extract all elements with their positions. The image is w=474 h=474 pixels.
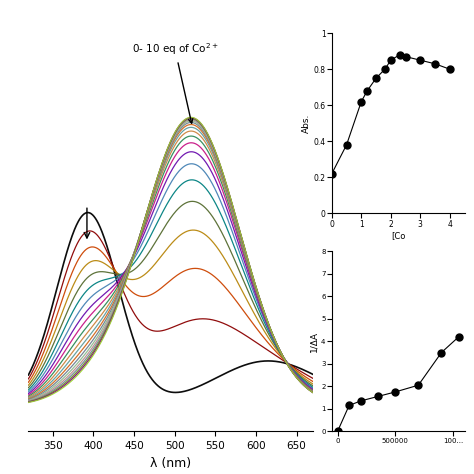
Text: 0- 10 eq of Co$^{2+}$: 0- 10 eq of Co$^{2+}$ bbox=[132, 42, 219, 123]
Y-axis label: Abs.: Abs. bbox=[301, 114, 310, 133]
X-axis label: [Co: [Co bbox=[391, 231, 405, 240]
X-axis label: λ (nm): λ (nm) bbox=[150, 456, 191, 470]
Y-axis label: 1/ΔA: 1/ΔA bbox=[309, 331, 318, 352]
